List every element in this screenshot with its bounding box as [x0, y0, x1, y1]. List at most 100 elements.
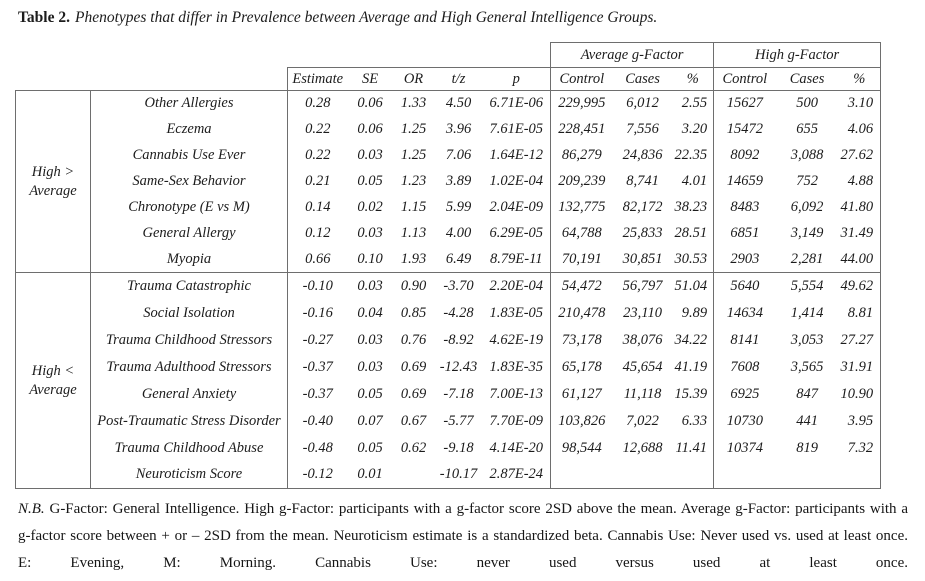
value-cell: 6.49 — [445, 250, 472, 267]
value-cell: 30,851 — [622, 250, 663, 267]
table-row: General Allergy 0.12 0.03 1.13 4.00 6.29E-05 6… — [16, 220, 882, 247]
value-cell: -12.43 — [439, 358, 478, 375]
value-cell: 0.76 — [400, 331, 427, 348]
value-cell: 24,836 — [622, 147, 663, 163]
value-cell: 0.66 — [305, 250, 331, 267]
value-cell: 500 — [775, 90, 839, 117]
value-cell: 25,833 — [622, 225, 663, 241]
value-cell: 7.32 — [838, 434, 882, 462]
value-cell: 6925 — [730, 385, 760, 402]
value-cell: 70,191 — [561, 250, 602, 267]
value-cell: 8483 — [730, 199, 760, 215]
value-cell: 64,788 — [561, 225, 602, 241]
value-cell: 0.67 — [400, 412, 427, 429]
value-cell: 1.93 — [400, 250, 427, 267]
value-cell: 0.14 — [305, 199, 331, 215]
table-row: Trauma Adulthood Stressors -0.37 0.03 0.69-… — [16, 353, 882, 381]
value-cell: 27.27 — [838, 326, 882, 354]
empty-header-cell — [16, 68, 288, 91]
table-row: Cannabis Use Ever 0.22 0.03 1.25 7.06 1.64E-1… — [16, 142, 882, 169]
value-cell: 49.62 — [838, 272, 882, 300]
table-row: Eczema 0.22 0.06 1.25 3.96 7.61E-05 228,451 7,5… — [16, 116, 882, 143]
value-cell: 228,451 — [558, 121, 606, 137]
value-cell: 3,149 — [790, 225, 824, 241]
value-cell: 3.89 — [445, 173, 472, 189]
value-cell: 5640 — [713, 272, 776, 300]
footnote-line-1-text: G-Factor: General Intelligence. High g-F… — [49, 501, 908, 517]
value-cell: 10.90 — [838, 380, 882, 408]
group-label-high-gt-average: High > Average — [15, 90, 91, 273]
value-cell: 6.71E-06 — [482, 90, 552, 117]
value-cell — [713, 461, 776, 489]
phenotype-name: Trauma Childhood Abuse — [90, 434, 288, 462]
footnote-line-1: N.B. G-Factor: General Intelligence. Hig… — [18, 496, 908, 523]
table-row: Myopia 0.66 0.10 1.93 6.49 8.79E-11 70,191 30,8… — [16, 246, 882, 273]
value-cell: 56,797 — [612, 272, 673, 300]
value-cell — [612, 461, 673, 489]
value-cell: 15627 — [713, 90, 776, 117]
table-row: High < Average Trauma Catastrophic -0.10 0.… — [15, 272, 882, 489]
value-cell — [775, 461, 839, 489]
value-cell: -0.27 — [302, 331, 333, 348]
value-cell: 0.01 — [347, 461, 393, 489]
value-cell: 1.13 — [400, 225, 427, 241]
header-average-g-factor: Average g-Factor — [550, 42, 715, 68]
value-cell: 11,118 — [623, 385, 662, 402]
table-title: Table 2. Phenotypes that differ in Preval… — [18, 8, 657, 28]
value-cell: 7.06 — [445, 147, 472, 163]
table-footnote: N.B. G-Factor: General Intelligence. Hig… — [18, 496, 908, 577]
header-se: SE — [347, 67, 393, 91]
value-cell: 23,110 — [623, 304, 662, 321]
value-cell: 8141 — [730, 331, 760, 348]
value-cell: 7.00E-13 — [482, 380, 552, 408]
value-cell: 2.87E-24 — [482, 461, 552, 489]
value-cell: -0.37 — [302, 358, 333, 375]
value-cell: 4.00 — [445, 225, 472, 241]
value-cell: 38.23 — [672, 194, 715, 221]
table-body: High > Average Other Allergies 0.28 0.06 1.3… — [15, 90, 882, 489]
phenotype-name: Other Allergies — [90, 90, 288, 117]
value-cell: 0.07 — [357, 412, 383, 429]
value-cell: 1.83E-35 — [482, 353, 552, 381]
table-title-text: Phenotypes that differ in Prevalence bet… — [74, 9, 658, 26]
phenotype-name: General Anxiety — [90, 380, 288, 408]
value-cell: 1.33 — [392, 90, 435, 117]
value-cell: 0.02 — [357, 199, 383, 215]
value-cell — [550, 461, 613, 489]
table-title-label: Table 2. — [18, 9, 70, 26]
header-high-control: Control — [713, 67, 776, 91]
value-cell: 6,092 — [790, 199, 824, 215]
header-or: OR — [392, 67, 435, 91]
value-cell: 54,472 — [550, 272, 613, 300]
value-cell: 15.39 — [672, 380, 715, 408]
phenotype-name: Social Isolation — [90, 299, 288, 327]
value-cell: 8,741 — [626, 173, 659, 189]
value-cell: 3.95 — [838, 407, 882, 435]
phenotype-name: Trauma Catastrophic — [90, 272, 288, 300]
phenotype-name: Myopia — [90, 246, 288, 273]
value-cell: 10730 — [726, 412, 763, 429]
value-cell: 1.83E-05 — [482, 299, 552, 327]
value-cell: -0.48 — [302, 439, 333, 456]
table-row: Trauma Childhood Stressors -0.27 0.03 0.76-… — [16, 326, 882, 354]
value-cell: 1,414 — [790, 304, 824, 321]
value-cell: -0.10 — [287, 272, 348, 300]
value-cell: 8092 — [730, 147, 760, 163]
value-cell: 2,281 — [790, 250, 824, 267]
value-cell: 0.12 — [305, 225, 331, 241]
phenotype-table: Average g-Factor High g-Factor Estimate … — [15, 42, 882, 489]
value-cell: 61,127 — [561, 385, 602, 402]
header-tz: t/z — [434, 67, 483, 91]
table-row: Neuroticism Score -0.12 0.01 -10.17 2.87E-24 — [16, 461, 882, 489]
value-cell: 6.33 — [672, 407, 715, 435]
value-cell: 14659 — [726, 173, 763, 189]
value-cell: 0.04 — [357, 304, 383, 321]
value-cell: 4.06 — [838, 116, 882, 143]
value-cell: 0.05 — [357, 439, 383, 456]
value-cell: 752 — [796, 173, 818, 189]
table-row: Same-Sex Behavior 0.21 0.05 1.23 3.89 1.02E-0… — [16, 168, 882, 195]
value-cell: 655 — [796, 121, 818, 137]
value-cell: 0.21 — [305, 173, 331, 189]
value-cell: 5,554 — [775, 272, 839, 300]
